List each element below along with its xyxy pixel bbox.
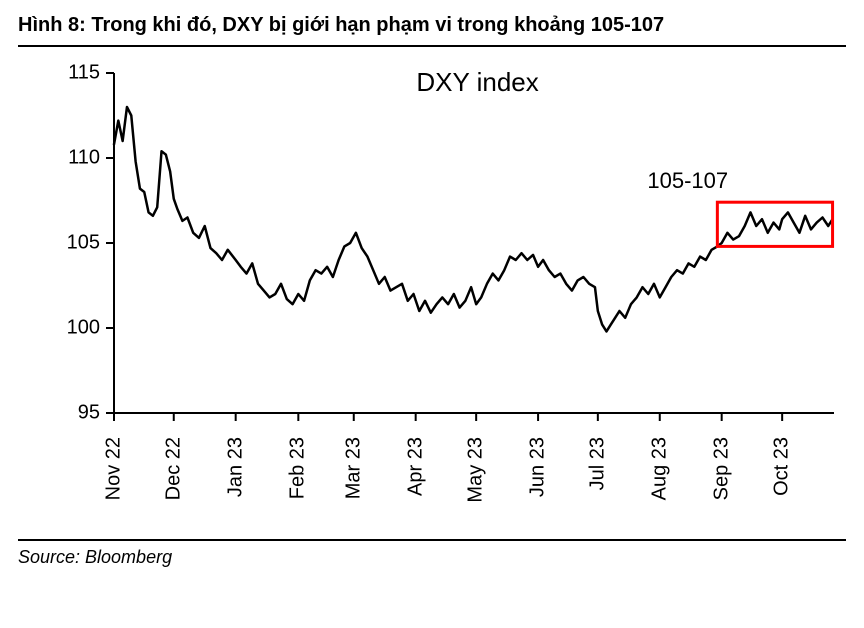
y-tick-label: 115 xyxy=(18,62,100,85)
y-tick-label: 95 xyxy=(18,402,100,425)
y-tick-label: 110 xyxy=(18,147,100,170)
dxy-series-line xyxy=(114,107,833,331)
figure-title: Hình 8: Trong khi đó, DXY bị giới hạn ph… xyxy=(18,14,846,37)
bottom-rule xyxy=(18,539,846,541)
x-tick-label: Oct 23 xyxy=(771,437,794,496)
range-annotation: 105-107 xyxy=(647,168,728,194)
x-tick-label: Jan 23 xyxy=(224,437,247,497)
x-tick-label: Jun 23 xyxy=(527,437,550,497)
x-tick-label: Mar 23 xyxy=(342,437,365,499)
source-label: Source: Bloomberg xyxy=(18,547,846,568)
x-tick-label: Apr 23 xyxy=(404,437,427,496)
figure-container: Hình 8: Trong khi đó, DXY bị giới hạn ph… xyxy=(0,0,864,628)
chart-title: DXY index xyxy=(416,67,538,98)
x-tick-label: Feb 23 xyxy=(287,437,310,499)
x-tick-label: May 23 xyxy=(465,437,488,503)
y-tick-label: 105 xyxy=(18,232,100,255)
x-tick-label: Sep 23 xyxy=(710,437,733,500)
x-tick-label: Nov 22 xyxy=(103,437,126,500)
chart-area: 95 100 105 110 115 Nov 22 Dec 22 Jan 23 Feb 23 Ma… xyxy=(18,53,846,533)
y-tick-label: 100 xyxy=(18,317,100,340)
top-rule xyxy=(18,45,846,47)
x-tick-label: Dec 22 xyxy=(162,437,185,500)
x-tick-label: Aug 23 xyxy=(648,437,671,500)
x-tick-label: Jul 23 xyxy=(586,437,609,490)
